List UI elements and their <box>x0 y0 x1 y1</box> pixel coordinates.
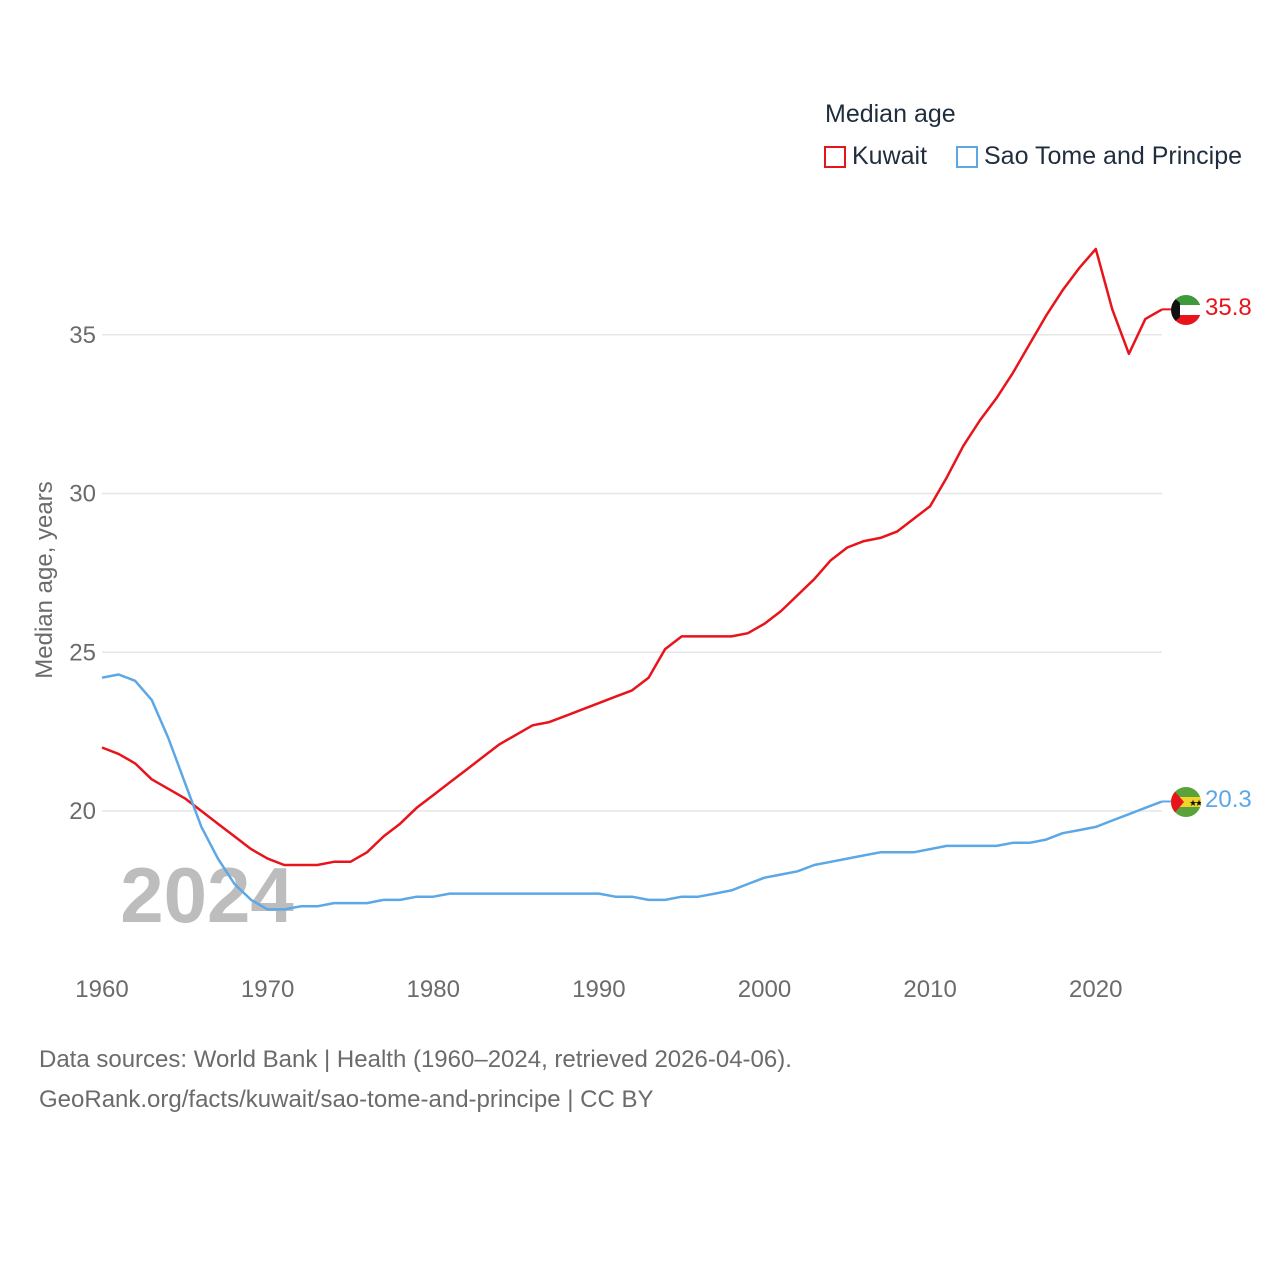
y-tick-label: 30 <box>69 481 96 508</box>
x-tick-labels: 1960 1970 1980 1990 2000 2010 2020 <box>75 976 1122 1003</box>
source-line-1: Data sources: World Bank | Health (1960–… <box>39 1046 792 1073</box>
kuwait-flag-icon <box>1171 295 1201 325</box>
legend-swatch-kuwait <box>824 145 846 168</box>
y-tick-label: 25 <box>69 639 96 666</box>
series-lines <box>101 247 1172 911</box>
y-tick-labels: 20 25 30 35 <box>69 322 96 825</box>
stp-end-label: 20.3 <box>1205 786 1252 813</box>
x-tick-label: 1960 <box>75 976 128 1003</box>
x-tick-label: 2020 <box>1069 976 1122 1003</box>
source-line-2[interactable]: GeoRank.org/facts/kuwait/sao-tome-and-pr… <box>39 1086 654 1113</box>
x-tick-label: 1990 <box>572 976 625 1003</box>
y-tick-label: 35 <box>69 322 96 349</box>
series-line-kuwait <box>101 247 1163 867</box>
x-tick-label: 1970 <box>241 976 294 1003</box>
legend-swatch-sao-tome <box>956 145 978 168</box>
y-axis-label: Median age, years <box>31 481 58 678</box>
series-line-sao-tome <box>101 673 1163 911</box>
x-tick-label: 2000 <box>738 976 791 1003</box>
legend-label-kuwait: Kuwait <box>852 142 928 170</box>
legend-item-kuwait[interactable]: Kuwait <box>824 142 927 171</box>
kuwait-end-label: 35.8 <box>1205 294 1252 321</box>
year-watermark: 2024 <box>120 851 294 939</box>
legend-label-sao-tome: Sao Tome and Principe <box>984 142 1243 170</box>
x-tick-label: 1980 <box>407 976 460 1003</box>
svg-text:★: ★ <box>1189 798 1197 808</box>
svg-text:★: ★ <box>1195 798 1203 808</box>
sao-tome-flag-icon: ★ ★ <box>1171 787 1203 817</box>
x-tick-label: 2010 <box>903 976 956 1003</box>
y-tick-label: 20 <box>69 798 96 825</box>
legend-title: Median age <box>825 100 956 128</box>
legend-item-sao-tome[interactable]: Sao Tome and Principe <box>956 142 1242 171</box>
gridlines <box>102 334 1162 812</box>
